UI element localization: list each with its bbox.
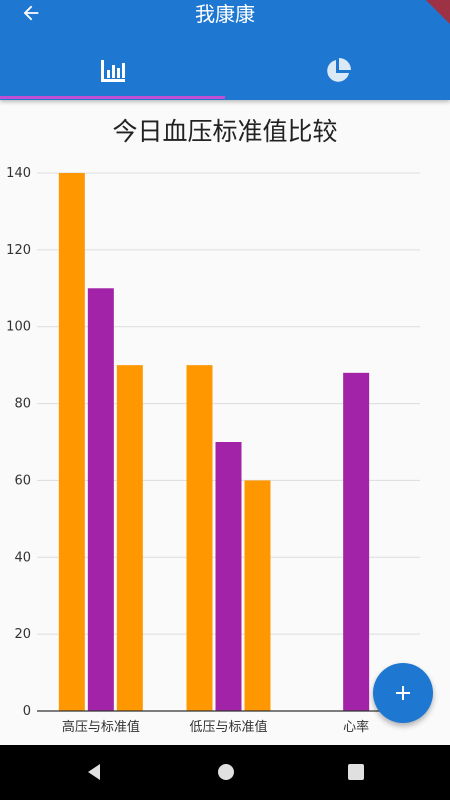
system-recent-button[interactable]: [341, 757, 371, 787]
arrow-back-icon: [23, 5, 39, 21]
x-axis-labels: 高压与标准值 低压与标准值 心率: [62, 719, 369, 735]
system-navigation-bar: [0, 745, 450, 800]
nav-back-icon: [88, 764, 100, 780]
bar-1-1: [215, 442, 242, 711]
pie-chart-icon: [326, 58, 351, 82]
bar-0-1: [87, 288, 114, 711]
y-tick-label: 60: [14, 473, 31, 488]
bar-2-1: [343, 372, 370, 711]
bar-1-0: [186, 365, 213, 711]
system-home-button[interactable]: [211, 757, 241, 787]
add-record-button[interactable]: [373, 663, 433, 723]
nav-home-icon: [218, 764, 234, 780]
chart-title: 今日血压标准值比较: [112, 117, 338, 146]
bar-1-2: [244, 480, 271, 711]
add-icon: [396, 686, 410, 700]
x-tick-label: 低压与标准值: [189, 719, 267, 735]
x-tick-label: 心率: [343, 719, 369, 735]
y-tick-label: 80: [14, 397, 31, 412]
nav-recent-icon: [348, 764, 364, 780]
tab-indicator: [0, 96, 225, 99]
back-button[interactable]: [16, 0, 46, 26]
x-tick-label: 高压与标准值: [62, 719, 140, 735]
y-tick-label: 20: [14, 627, 31, 642]
bar-chart: 0 20 40 60 80 100 120 140 高压与标准值 低压与标准值 心率: [6, 166, 420, 735]
bar-0-2: [116, 365, 143, 711]
y-tick-label: 120: [6, 243, 31, 258]
tab-pie-chart[interactable]: [225, 46, 450, 96]
tab-bar-chart[interactable]: [0, 46, 225, 96]
y-tick-label: 0: [23, 704, 31, 719]
y-axis-labels: 0 20 40 60 80 100 120 140: [6, 166, 31, 719]
y-tick-label: 140: [6, 166, 31, 181]
y-tick-label: 100: [6, 320, 31, 335]
bar-chart-icon: [100, 60, 125, 82]
bar-0-0: [58, 173, 85, 711]
system-back-button[interactable]: [80, 757, 110, 787]
chart-bars: [58, 173, 370, 711]
y-tick-label: 40: [14, 550, 31, 565]
